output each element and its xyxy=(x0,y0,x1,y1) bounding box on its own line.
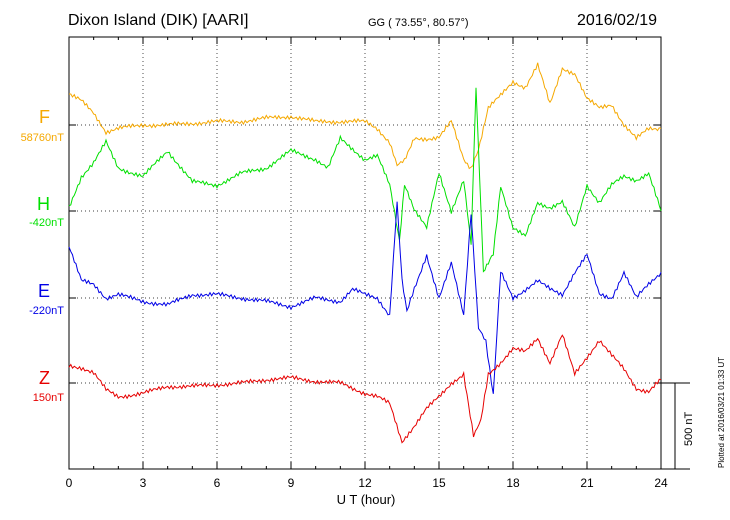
x-tick-label: 12 xyxy=(358,476,372,490)
x-axis-label: U T (hour) xyxy=(337,492,396,507)
label-f: F xyxy=(39,107,50,127)
x-tick-label: 15 xyxy=(432,476,446,490)
series-line-z xyxy=(68,334,662,444)
series-lines xyxy=(68,62,662,444)
grid xyxy=(69,37,661,469)
x-tick-label: 3 xyxy=(140,476,147,490)
series-line-h xyxy=(68,87,662,273)
series-line-f xyxy=(69,62,662,170)
label-z: Z xyxy=(39,368,50,388)
axis-ticks: 0 3 6 9 12 15 18 21 24 xyxy=(66,37,668,490)
station-coords: GG ( 73.55°, 80.57°) xyxy=(368,17,469,29)
baseline-h: -420nT xyxy=(29,217,64,229)
x-tick-label: 18 xyxy=(506,476,520,490)
series-line-e xyxy=(68,201,662,394)
baseline-z: 150nT xyxy=(32,392,64,404)
x-tick-label: 0 xyxy=(66,476,73,490)
label-h: H xyxy=(37,194,50,214)
x-tick-label: 21 xyxy=(580,476,594,490)
scale-bar-label: 500 nT xyxy=(683,411,695,446)
label-e: E xyxy=(37,281,50,301)
x-tick-label: 24 xyxy=(654,476,668,490)
station-title: Dixon Island (DIK) [AARI] xyxy=(68,12,249,29)
baseline-f: 58760nT xyxy=(20,132,64,144)
x-tick-label: 9 xyxy=(288,476,295,490)
plot-date: 2016/02/19 xyxy=(577,12,658,29)
x-tick-label: 6 xyxy=(214,476,221,490)
plotted-note: Plotted at 2016/03/21 01:33 UT xyxy=(717,357,726,468)
baseline-e: -220nT xyxy=(29,305,64,317)
scale-bar: 500 nT xyxy=(661,382,695,470)
